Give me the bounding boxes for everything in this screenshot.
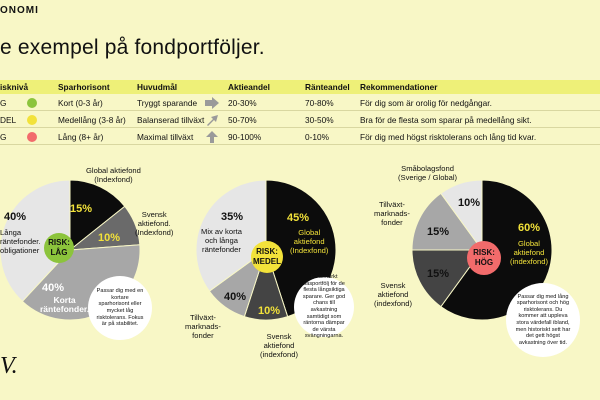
col-recommendation: Rekommendationer [360,82,438,92]
row-risk: DEL [0,115,17,125]
row-recommendation: För dig med högst risktolerans och lång … [360,132,537,142]
row-equity: 50-70% [228,115,257,125]
label-svensk-medium: Svensk aktiefond (indexfond) [260,332,298,359]
risk-dot-icon [27,115,37,125]
up-arrow-icon [206,131,218,143]
risk-dot-icon [27,98,37,108]
diagonal-arrow-icon [207,115,218,126]
label-tillvaxt-medium: Tillväxt-marknads-fonder [185,313,221,340]
label-korta-low: Korta räntefonder. [40,295,90,314]
pct-tillvaxt-high: 15% [427,226,450,238]
pie-slice [0,179,71,303]
label-global-high: Global aktiefond (indexfond) [510,239,548,266]
pie-slice [411,249,483,308]
col-risk: isknivå [0,82,29,92]
table-row: G Lång (8+ år) Maximal tillväxt 90-100% … [0,129,600,145]
pct-korta-low: 40% [42,282,65,294]
row-horizon: Kort (0-3 år) [58,98,103,108]
table-row: DEL Medellång (3-8 år) Balanserad tillvä… [0,112,600,128]
row-goal: Tryggt sparande [137,98,198,108]
risk-badge-low: RISK: LÅG [44,233,74,263]
row-recommendation: För dig som är orolig för nedgångar. [360,98,492,108]
label-langa-low: Långa räntefonder. obligationer [0,228,41,255]
pct-smabolag-high: 10% [458,197,481,209]
col-equity: Aktieandel [228,82,270,92]
label-global-medium: Global aktiefond (Indexfond) [290,228,329,255]
risk-badge-high: RISK: HÖG [467,241,501,275]
pct-langa-low: 40% [4,211,27,223]
label-mix-medium: Mix av korta och långa räntefonder [201,227,242,254]
pie-slice [411,192,483,251]
row-goal: Maximal tillväxt [137,132,194,142]
row-risk: G [0,132,7,142]
row-risk: G [0,98,7,108]
pct-mix-medium: 35% [221,211,244,223]
row-interest: 70-80% [305,98,334,108]
pie-slice [195,179,267,292]
row-equity: 20-30% [228,98,257,108]
row-horizon: Lång (8+ år) [58,132,104,142]
table-header: isknivå Sparhorisont Huvudmål Aktieandel… [0,80,600,94]
label-global-low: Global aktiefond (Indexfond) [86,166,141,184]
col-interest: Ränteandel [305,82,350,92]
pct-svensk-medium: 10% [258,305,281,317]
risk-badge-medium: RISK: MEDEL [251,241,283,273]
page-title: e exempel på fondportföljer. [0,36,265,59]
logo: V. [0,353,18,379]
pct-global-low: 15% [70,203,93,215]
row-recommendation: Bra för de flesta som sparar på medellån… [360,115,532,125]
col-horizon: Sparhorisont [58,82,110,92]
pct-tillvaxt-medium: 40% [224,291,247,303]
col-goal: Huvudmål [137,82,178,92]
pie-slice [440,179,483,252]
row-equity: 90-100% [228,132,262,142]
label-smabolag-high: Småbolagsfond (Sverige / Global) [398,164,458,182]
pie-slice [69,179,126,252]
label-tillvaxt-high: Tillväxt-marknads-fonder [374,200,410,227]
pct-global-medium: 45% [287,212,310,224]
row-interest: 30-50% [305,115,334,125]
pct-global-high: 60% [518,222,541,234]
pie-chart-medium-risk [195,179,337,321]
note-high: Passar dig med lång sparhorisont och hög… [506,283,580,357]
note-medium: En utmärkt basportfölj för de flesta lån… [294,274,354,339]
pct-svensk-high: 15% [427,268,450,280]
label-svensk-low: Svensk aktiefond. (Indexfond) [135,210,174,237]
brand-label: ONOMI [0,5,39,16]
row-interest: 0-10% [305,132,329,142]
right-arrow-icon [205,97,219,109]
note-low: Passar dig med en kortare sparhorisont e… [88,276,152,340]
row-horizon: Medellång (3-8 år) [58,115,126,125]
row-goal: Balanserad tillväxt [137,115,205,125]
pct-svensk-low: 10% [98,232,121,244]
pie-chart-low-risk [0,179,141,321]
table-row: G Kort (0-3 år) Tryggt sparande 20-30% 7… [0,95,600,111]
label-svensk-high: Svensk aktiefond (indexfond) [374,281,412,308]
risk-dot-icon [27,132,37,142]
